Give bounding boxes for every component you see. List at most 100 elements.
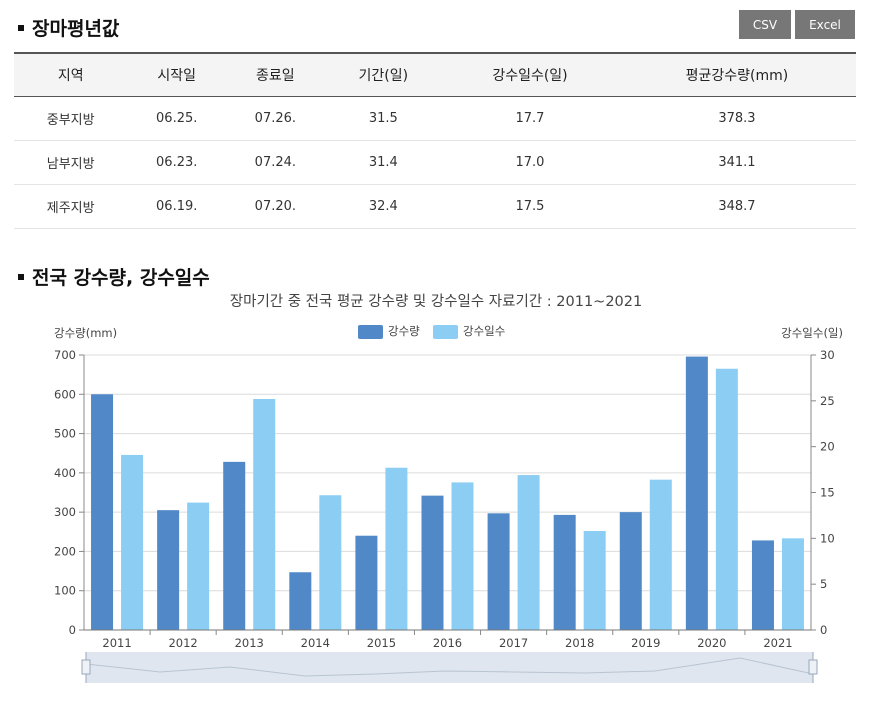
y-tick-label-left: 200	[54, 544, 76, 558]
table-cell: 중부지방	[14, 96, 128, 141]
range-navigator[interactable]	[81, 652, 818, 683]
table-header-row: 지역 시작일 종료일 기간(일) 강수일수(일) 평균강수량(mm)	[14, 52, 856, 97]
bar-days[interactable]	[715, 368, 738, 630]
section-title-normals-text: 장마평년값	[32, 18, 120, 40]
x-tick-label: 2018	[565, 636, 594, 650]
x-tick-label: 2017	[499, 636, 528, 650]
x-tick-label: 2011	[102, 636, 131, 650]
col-header-region: 지역	[14, 52, 128, 97]
bar-days[interactable]	[583, 531, 606, 630]
table-cell: 남부지방	[14, 140, 128, 185]
y-tick-label-left: 500	[54, 427, 76, 441]
legend-label-precip[interactable]: 강수량	[388, 324, 420, 338]
y-tick-label-right: 5	[820, 577, 827, 591]
col-header-period: 기간(일)	[324, 52, 443, 97]
bar-days[interactable]	[187, 502, 210, 630]
x-tick-label: 2012	[168, 636, 197, 650]
bullet-square-icon	[18, 273, 24, 280]
navigator-track[interactable]	[86, 652, 813, 683]
y-axis-label-left: 강수량(mm)	[54, 326, 117, 340]
bar-days[interactable]	[517, 475, 540, 630]
col-header-avg-precip: 평균강수량(mm)	[617, 52, 856, 97]
bar-precip[interactable]	[223, 461, 246, 630]
x-tick-label: 2021	[763, 636, 792, 650]
precip-chart: 장마기간 중 전국 평균 강수량 및 강수일수 자료기간 : 2011~2021…	[54, 293, 843, 683]
bar-days[interactable]	[319, 495, 342, 630]
table-row: 제주지방 06.19. 07.20. 32.4 17.5 348.7	[14, 184, 856, 229]
x-tick-label: 2014	[301, 636, 330, 650]
bar-precip[interactable]	[487, 513, 510, 630]
navigator-handle-left[interactable]	[81, 659, 91, 675]
x-tick-label: 2019	[631, 636, 660, 650]
section-title-national-text: 전국 강수량, 강수일수	[32, 267, 210, 289]
bar-days[interactable]	[253, 399, 276, 630]
bar-days[interactable]	[121, 454, 144, 630]
table-cell: 제주지방	[14, 184, 128, 229]
y-tick-label-left: 400	[54, 466, 76, 480]
navigator-line	[85, 657, 814, 677]
chart-axes: 0 100 200 300 400 500 600 700 0 5 10 15 20 25 30 2011 20…	[54, 348, 835, 650]
bar-precip[interactable]	[355, 535, 378, 630]
y-tick-label-right: 10	[820, 531, 835, 545]
bar-precip[interactable]	[553, 514, 576, 630]
y-tick-label-left: 700	[54, 348, 76, 362]
x-tick-label: 2016	[433, 636, 462, 650]
table-row: 중부지방 06.25. 07.26. 31.5 17.7 378.3	[14, 96, 856, 141]
bar-days[interactable]	[781, 538, 804, 630]
bar-precip[interactable]	[685, 356, 708, 630]
bar-precip[interactable]	[619, 512, 642, 630]
bar-precip[interactable]	[421, 495, 444, 630]
table-cell: 06.25.	[127, 96, 227, 141]
bar-precip[interactable]	[751, 540, 774, 630]
excel-button[interactable]: Excel	[795, 10, 855, 39]
csv-button[interactable]: CSV	[739, 10, 791, 39]
legend-swatch-days	[433, 325, 458, 339]
table-row: 남부지방 06.23. 07.24. 31.4 17.0 341.1	[14, 140, 856, 185]
table-cell: 06.19.	[127, 184, 227, 229]
y-axis-label-right: 강수일수(일)	[781, 326, 843, 340]
section-title-normals: 장마평년값	[18, 14, 119, 41]
navigator-handle-right[interactable]	[808, 659, 818, 675]
table-cell: 341.1	[617, 140, 856, 185]
x-tick-label: 2013	[235, 636, 264, 650]
x-tick-label: 2020	[697, 636, 726, 650]
table-cell: 06.23.	[127, 140, 227, 185]
section-title-national: 전국 강수량, 강수일수	[18, 263, 210, 290]
table-cell: 17.7	[442, 96, 618, 141]
table-cell: 17.0	[442, 140, 618, 185]
normals-table: 지역 시작일 종료일 기간(일) 강수일수(일) 평균강수량(mm) 중부지방 …	[14, 52, 856, 229]
y-tick-label-left: 600	[54, 387, 76, 401]
col-header-start: 시작일	[127, 52, 227, 97]
y-tick-label-left: 300	[54, 505, 76, 519]
table-cell: 17.5	[442, 184, 618, 229]
y-tick-label-right: 30	[820, 348, 835, 362]
bar-precip[interactable]	[289, 572, 312, 630]
table-cell: 31.5	[324, 96, 443, 141]
col-header-end: 종료일	[226, 52, 325, 97]
table-cell: 348.7	[617, 184, 856, 229]
x-tick-label: 2015	[367, 636, 396, 650]
bullet-square-icon	[18, 24, 24, 31]
bar-precip[interactable]	[157, 510, 180, 630]
table-cell: 31.4	[324, 140, 443, 185]
y-tick-label-right: 15	[820, 486, 835, 500]
table-cell: 07.24.	[226, 140, 325, 185]
legend-label-days[interactable]: 강수일수	[463, 324, 505, 338]
bar-days[interactable]	[451, 482, 474, 630]
chart-legend: 강수량 강수일수	[358, 324, 505, 339]
y-tick-label-right: 25	[820, 394, 835, 408]
bar-days[interactable]	[649, 479, 672, 630]
y-tick-label-left: 0	[69, 623, 76, 637]
y-tick-label-left: 100	[54, 584, 76, 598]
table-cell: 07.20.	[226, 184, 325, 229]
y-tick-label-right: 20	[820, 440, 835, 454]
table-cell: 32.4	[324, 184, 443, 229]
table-cell: 378.3	[617, 96, 856, 141]
legend-swatch-precip	[358, 325, 383, 339]
bar-precip[interactable]	[91, 394, 114, 630]
col-header-rain-days: 강수일수(일)	[442, 52, 618, 97]
table-cell: 07.26.	[226, 96, 325, 141]
chart-title: 장마기간 중 전국 평균 강수량 및 강수일수 자료기간 : 2011~2021	[230, 293, 642, 310]
chart-bars	[91, 356, 804, 630]
bar-days[interactable]	[385, 467, 408, 630]
